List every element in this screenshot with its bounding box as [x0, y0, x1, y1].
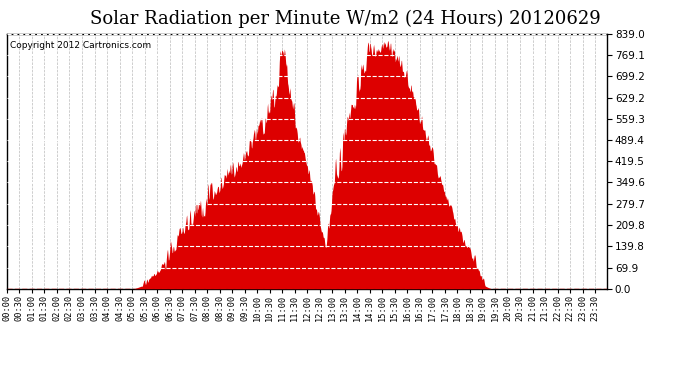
Text: Copyright 2012 Cartronics.com: Copyright 2012 Cartronics.com: [10, 41, 151, 50]
Text: Solar Radiation per Minute W/m2 (24 Hours) 20120629: Solar Radiation per Minute W/m2 (24 Hour…: [90, 9, 600, 28]
